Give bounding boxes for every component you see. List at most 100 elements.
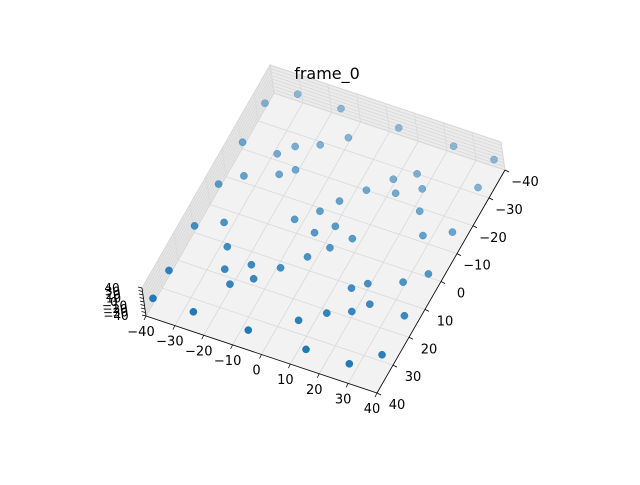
z-tick-mark bbox=[141, 314, 147, 317]
grid-line-y bbox=[161, 287, 394, 366]
grid-line-z-back bbox=[273, 92, 506, 171]
z-tick-mark bbox=[138, 293, 144, 296]
z-tick-label: −40 bbox=[103, 309, 128, 323]
scatter-point bbox=[149, 294, 157, 303]
y-tick-label: −40 bbox=[511, 175, 538, 190]
y-tick-mark bbox=[456, 253, 462, 256]
grid-line-z-back bbox=[271, 78, 504, 157]
scatter-point bbox=[223, 242, 232, 251]
z-tick-mark bbox=[137, 286, 143, 289]
scatter-point bbox=[303, 253, 312, 261]
x-tick-mark bbox=[316, 373, 320, 378]
y-tick-mark bbox=[472, 225, 478, 229]
z-tick-mark bbox=[140, 304, 145, 306]
z-tick-label: −20 bbox=[102, 302, 127, 316]
grid-line-z-back bbox=[270, 68, 502, 146]
scatter-point bbox=[291, 142, 300, 151]
scatter-point bbox=[331, 222, 340, 231]
scatter-point bbox=[399, 278, 407, 286]
scatter-point bbox=[344, 133, 353, 142]
z-tick-mark bbox=[139, 297, 144, 299]
scatter-point bbox=[189, 307, 198, 316]
scatter-point bbox=[400, 311, 409, 320]
grid-line-y bbox=[193, 231, 426, 310]
scatter-point bbox=[363, 279, 372, 288]
scatter-point bbox=[220, 265, 229, 273]
scatter-point bbox=[165, 266, 173, 275]
scatter-point bbox=[449, 142, 458, 151]
grid-line-z-side bbox=[142, 68, 271, 292]
scatter-point bbox=[415, 207, 424, 216]
scatter-point bbox=[378, 350, 386, 359]
scatter-point bbox=[293, 90, 302, 99]
z-tick-label: 10 bbox=[106, 292, 121, 306]
scatter-point bbox=[302, 345, 310, 354]
x-tick-label: 10 bbox=[277, 373, 294, 388]
scatter-point bbox=[335, 197, 344, 205]
x-tick-mark bbox=[374, 392, 378, 398]
z-tick-label: 40 bbox=[104, 281, 119, 295]
z-tick-label: 0 bbox=[110, 295, 118, 309]
x-tick-label: 40 bbox=[364, 402, 381, 417]
x-tick-mark bbox=[143, 315, 147, 321]
grid-line-z-side bbox=[143, 78, 273, 303]
x-tick-mark bbox=[230, 344, 233, 350]
scatter-point bbox=[394, 124, 403, 132]
scatter-point bbox=[316, 207, 324, 216]
scatter-point bbox=[273, 149, 282, 158]
grid-line-z-back bbox=[272, 82, 504, 160]
grid-line-y bbox=[257, 120, 490, 199]
x-tick-label: −20 bbox=[185, 344, 212, 359]
scatter-point bbox=[275, 170, 284, 179]
scatter-point bbox=[249, 274, 258, 283]
y-tick-label: −30 bbox=[495, 203, 522, 218]
y-tick-mark bbox=[440, 281, 446, 284]
scatter-point bbox=[238, 138, 247, 147]
scatter-point bbox=[391, 189, 400, 198]
grid-line-y bbox=[177, 259, 410, 338]
scatter-point bbox=[310, 228, 319, 237]
x-tick-mark bbox=[345, 383, 349, 388]
scatter-point bbox=[214, 180, 223, 188]
z-tick-mark bbox=[140, 307, 146, 310]
x-tick-label: −40 bbox=[127, 325, 154, 340]
grid-line-z-side bbox=[141, 64, 271, 289]
scatter-point bbox=[276, 263, 285, 272]
x-tick-mark bbox=[288, 363, 291, 369]
y-tick-label: 30 bbox=[405, 370, 422, 385]
scatter-point bbox=[294, 316, 303, 325]
y-tick-label: −20 bbox=[479, 231, 506, 246]
scatter-point bbox=[226, 280, 234, 288]
scatter-point bbox=[419, 231, 427, 240]
scatter-point bbox=[345, 359, 354, 368]
x-tick-label: 30 bbox=[335, 392, 352, 407]
scatter-point bbox=[347, 307, 356, 316]
scatter-point bbox=[291, 166, 300, 174]
y-tick-label: 0 bbox=[457, 287, 465, 302]
scatter-point bbox=[316, 141, 325, 149]
y-tick-mark bbox=[424, 309, 430, 312]
grid-line-z-side bbox=[145, 89, 274, 313]
scatter-point bbox=[389, 175, 398, 184]
grid-line-y bbox=[241, 148, 474, 227]
x-tick-label: −10 bbox=[214, 354, 241, 369]
grid-line-z-back bbox=[269, 64, 502, 143]
y-tick-label: −10 bbox=[463, 259, 490, 274]
scatter-point bbox=[424, 270, 433, 278]
scatter-point bbox=[348, 234, 357, 243]
scatter-point bbox=[347, 284, 356, 292]
y-tick-mark bbox=[408, 336, 414, 340]
scatter-point bbox=[490, 155, 498, 164]
x-tick-mark bbox=[259, 354, 262, 359]
x-tick-label: 20 bbox=[306, 383, 323, 398]
scatter-point bbox=[362, 186, 371, 195]
scatter-point bbox=[290, 215, 299, 224]
chart-title: frame_0 bbox=[294, 64, 360, 84]
y-tick-mark bbox=[376, 392, 382, 396]
scatter-point bbox=[326, 243, 334, 252]
y-tick-mark bbox=[392, 364, 398, 368]
z-tick-label: 30 bbox=[105, 285, 120, 299]
z-tick-mark bbox=[141, 311, 146, 313]
scatter-point bbox=[448, 228, 457, 236]
